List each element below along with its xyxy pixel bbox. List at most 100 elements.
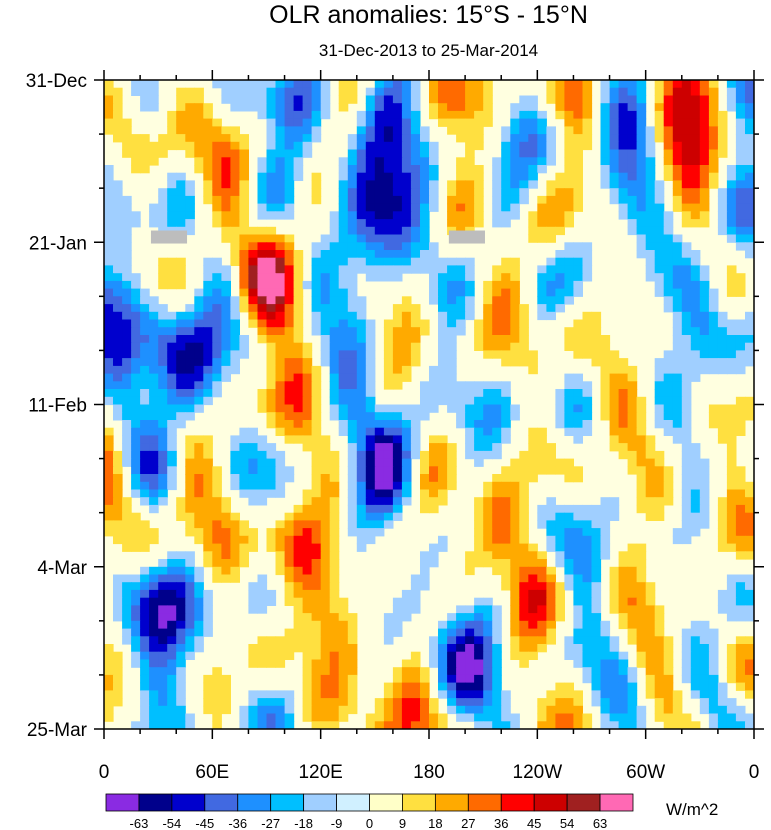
field-cell [645,450,656,460]
field-cell [654,365,665,375]
field-cell [275,265,286,274]
colorbar-swatch [237,793,272,812]
field-cell [122,497,132,506]
field-cell [672,396,683,406]
field-cell [519,110,529,120]
field-cell [113,481,123,491]
field-cell [474,528,484,537]
field-cell [717,195,728,205]
field-cell [681,512,692,521]
field-cell [383,489,394,498]
field-cell [104,443,114,452]
field-cell [320,589,331,599]
field-cell [609,80,620,89]
field-cell [726,365,737,375]
field-cell [528,358,538,367]
field-cell [383,250,394,259]
field-cell [365,134,376,143]
field-cell [167,698,177,707]
field-cell [347,157,358,166]
field-cell [483,319,493,328]
field-cell [266,195,277,205]
field-cell [645,180,656,189]
field-cell [401,412,412,421]
colorbar-swatch [566,793,601,812]
field-cell [564,520,574,529]
field-cell [591,690,602,699]
field-cell [726,520,737,529]
field-cell [420,474,430,483]
field-cell [185,628,195,637]
field-cell [356,257,367,266]
field-cell [140,350,150,359]
field-cell [248,466,258,475]
field-cell [329,404,340,413]
field-cell [465,443,475,452]
field-cell [717,404,728,413]
field-cell [447,319,457,328]
field-cell [510,605,520,614]
field-cell [167,450,177,460]
field-cell [429,80,439,89]
field-cell [447,466,457,475]
field-cell [447,180,457,189]
field-cell [104,458,114,467]
field-cell [374,203,385,212]
field-cell [293,582,304,591]
field-cell [447,636,457,645]
field-cell [104,705,114,715]
field-cell [420,504,430,514]
field-cell [311,389,322,398]
field-cell [483,535,493,545]
field-cell [745,713,754,722]
field-cell [483,489,493,498]
field-cell [194,620,204,630]
field-cell [320,110,331,120]
field-cell [645,474,656,483]
field-cell [176,582,186,591]
field-cell [347,412,358,421]
field-cell [410,443,421,452]
field-cell [510,458,520,467]
field-cell [735,551,746,560]
field-cell [672,342,683,351]
field-cell [374,242,385,251]
field-cell [699,466,710,475]
field-cell [420,149,430,158]
field-cell [230,304,240,313]
field-cell [447,651,457,660]
field-cell [284,257,295,266]
field-cell [392,435,403,444]
field-cell [104,667,114,676]
field-cell [699,219,710,228]
field-cell [519,528,529,537]
field-cell [627,458,638,467]
field-cell [690,682,701,691]
field-cell [690,103,701,112]
field-cell [266,358,277,367]
field-cell [212,211,222,220]
field-cell [311,265,322,274]
field-cell [194,566,204,576]
field-cell [176,667,186,676]
field-cell [465,265,475,274]
field-cell [185,412,195,421]
field-cell [338,698,349,707]
field-cell [113,667,123,676]
field-cell [212,311,222,321]
field-cell [555,211,565,220]
field-cell [483,512,493,521]
field-cell [113,613,123,622]
field-cell [483,304,493,313]
field-cell [546,149,556,158]
field-cell [609,180,620,189]
field-cell [573,543,583,552]
field-cell [528,644,538,653]
field-cell [221,188,231,197]
field-cell [311,373,322,382]
field-cell [745,358,754,367]
field-cell [374,149,385,158]
field-cell [717,118,728,127]
field-cell [483,412,493,421]
field-cell [311,613,322,622]
